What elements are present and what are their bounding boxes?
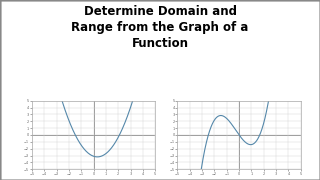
Text: Determine Domain and
Range from the Graph of a
Function: Determine Domain and Range from the Grap… <box>71 5 249 50</box>
